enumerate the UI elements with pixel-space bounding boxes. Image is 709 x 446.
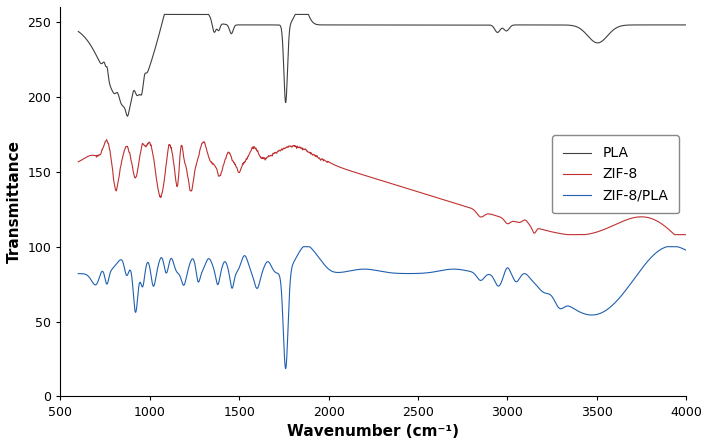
Legend: PLA, ZIF-8, ZIF-8/PLA: PLA, ZIF-8, ZIF-8/PLA	[552, 136, 679, 214]
ZIF-8	[525, 221, 533, 227]
Line: PLA: PLA	[78, 14, 686, 116]
ZIF-8/PLA	[299, 244, 308, 249]
ZIF-8/PLA	[294, 251, 303, 256]
PLA	[160, 12, 169, 17]
ZIF-8	[460, 203, 469, 209]
PLA	[123, 113, 132, 119]
Y-axis label: Transmittance: Transmittance	[7, 140, 22, 263]
X-axis label: Wavenumber (cm⁻¹): Wavenumber (cm⁻¹)	[287, 424, 459, 439]
ZIF-8	[682, 232, 691, 237]
PLA	[434, 22, 442, 28]
ZIF-8	[105, 143, 113, 149]
ZIF-8	[434, 195, 442, 201]
ZIF-8/PLA	[434, 268, 442, 274]
ZIF-8/PLA	[460, 268, 469, 273]
ZIF-8	[294, 145, 303, 150]
ZIF-8/PLA	[557, 306, 566, 311]
Line: ZIF-8: ZIF-8	[78, 140, 686, 235]
ZIF-8/PLA	[281, 366, 290, 371]
ZIF-8	[557, 231, 566, 236]
PLA	[294, 12, 303, 17]
PLA	[557, 22, 566, 28]
PLA	[682, 22, 691, 28]
ZIF-8/PLA	[104, 276, 113, 281]
ZIF-8	[564, 232, 572, 237]
ZIF-8/PLA	[74, 271, 82, 277]
PLA	[525, 22, 533, 28]
ZIF-8/PLA	[525, 274, 533, 280]
ZIF-8	[74, 159, 82, 165]
PLA	[104, 77, 113, 82]
PLA	[74, 29, 82, 34]
ZIF-8	[102, 137, 111, 142]
ZIF-8/PLA	[682, 248, 691, 253]
PLA	[460, 22, 469, 28]
Line: ZIF-8/PLA: ZIF-8/PLA	[78, 247, 686, 368]
